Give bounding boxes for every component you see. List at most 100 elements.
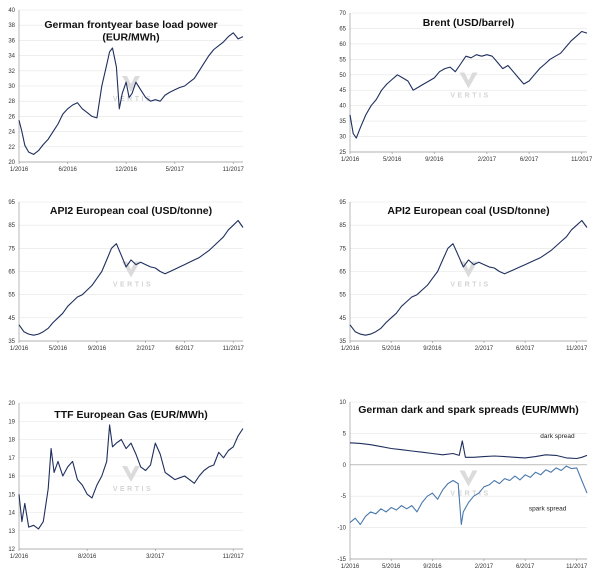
y-tick-label: 35 — [8, 339, 15, 345]
series-line-gas — [18, 424, 244, 530]
chart-title: (EUR/MWh) — [102, 32, 159, 44]
y-tick-label: 28 — [8, 99, 15, 105]
watermark-v-icon — [459, 72, 478, 89]
y-tick-label: -15 — [337, 557, 346, 563]
x-tick-label: 3/2017 — [146, 554, 165, 560]
watermark-text: VERTIS — [450, 282, 490, 289]
y-tick-label: 45 — [8, 316, 15, 322]
vertis-watermark: VERTIS — [113, 76, 151, 103]
watermark-text: VERTIS — [450, 93, 490, 100]
x-tick-label: 6/2017 — [516, 564, 535, 570]
y-tick-label: 30 — [339, 135, 346, 141]
y-tick-label: 55 — [339, 57, 346, 63]
x-tick-label: 11/2017 — [566, 564, 588, 570]
y-tick-label: 70 — [339, 11, 346, 17]
x-tick-label: 6/2016 — [59, 167, 78, 173]
y-tick-label: 20 — [8, 401, 15, 407]
y-tick-label: 95 — [339, 200, 346, 206]
series-line-brent — [349, 30, 588, 139]
y-tick-label: 35 — [339, 119, 346, 125]
y-tick-label: 19 — [8, 419, 15, 425]
x-tick-label: 2/2017 — [136, 346, 155, 352]
vertis-watermark: VERTIS — [450, 72, 490, 100]
y-tick-label: 38 — [8, 23, 15, 29]
y-tick-label: 13 — [8, 529, 15, 535]
y-tick-label: 26 — [8, 114, 15, 120]
x-tick-label: 5/2016 — [382, 346, 401, 352]
y-tick-label: 20 — [8, 160, 15, 166]
vertis-watermark: VERTIS — [450, 261, 490, 289]
x-tick-label: 5/2017 — [166, 167, 185, 173]
x-tick-label: 9/2016 — [88, 346, 107, 352]
panel-coal1: 35 45 55 65 75 85 95 1/2016 5/2016 9/2016 2/2017 6/… — [8, 200, 244, 352]
panel-gas: 12 13 14 15 16 17 18 19 20 1/2016 8/2016 3/2017 11/2… — [8, 401, 244, 560]
watermark-text: VERTIS — [450, 491, 490, 498]
x-tick-label: 1/2016 — [10, 346, 29, 352]
panel-power: 20 22 24 26 28 30 32 34 36 38 40 1/2016 6/2016 12/201… — [8, 8, 244, 173]
y-tick-label: 30 — [8, 84, 15, 90]
y-tick-label: 40 — [339, 104, 346, 110]
x-tick-label: 1/2016 — [10, 167, 29, 173]
y-tick-label: 17 — [8, 456, 15, 462]
chart-title: German frontyear base load power — [44, 19, 217, 31]
chart-title: TTF European Gas (EUR/MWh) — [54, 409, 207, 421]
y-tick-label: 22 — [8, 145, 15, 151]
y-tick-label: 32 — [8, 69, 15, 75]
series-line-coal1 — [18, 219, 244, 336]
x-tick-label: 6/2017 — [516, 346, 535, 352]
chart-title: API2 European coal (USD/tonne) — [50, 205, 212, 217]
y-tick-label: 50 — [339, 73, 346, 79]
y-tick-label: 85 — [339, 223, 346, 229]
y-tick-label: 5 — [343, 431, 347, 437]
series-line-dark-spread — [349, 440, 588, 460]
x-tick-label: 12/2016 — [115, 167, 137, 173]
watermark-v-icon — [459, 470, 478, 487]
x-tick-label: 6/2017 — [175, 346, 194, 352]
y-tick-label: 15 — [8, 492, 15, 498]
x-tick-label: 1/2016 — [341, 346, 360, 352]
panel-spreads: -15 -10 -5 0 5 10 1/2016 5/2016 9/2016 2/2017 6/20… — [337, 400, 588, 570]
y-tick-label: 40 — [8, 8, 15, 14]
x-tick-label: 5/2016 — [382, 564, 401, 570]
x-tick-label: 2/2017 — [475, 346, 494, 352]
y-tick-label: 75 — [8, 246, 15, 252]
series-line-coal2 — [349, 219, 588, 336]
y-tick-label: 10 — [339, 400, 346, 406]
x-tick-label: 8/2016 — [78, 554, 97, 560]
y-tick-label: 95 — [8, 200, 15, 206]
panel-coal2: 35 45 55 65 75 85 95 1/2016 5/2016 9/2016 2/2017 6/… — [339, 200, 588, 352]
series-line-spark-spread — [349, 465, 588, 526]
x-tick-label: 9/2016 — [423, 564, 442, 570]
chart-title: Brent (USD/barrel) — [423, 17, 515, 29]
series-annotation: spark spread — [529, 506, 567, 513]
chart-title: German dark and spark spreads (EUR/MWh) — [358, 404, 579, 416]
y-tick-label: 65 — [8, 270, 15, 276]
y-tick-label: 24 — [8, 130, 15, 136]
y-tick-label: -5 — [341, 494, 347, 500]
x-tick-label: 11/2017 — [223, 346, 245, 352]
y-tick-label: 14 — [8, 511, 15, 517]
y-tick-label: 45 — [339, 88, 346, 94]
y-tick-label: 18 — [8, 438, 15, 444]
x-tick-label: 11/2017 — [223, 554, 245, 560]
x-tick-label: 2/2017 — [475, 564, 494, 570]
x-tick-label: 9/2016 — [425, 157, 444, 163]
y-tick-label: 45 — [339, 316, 346, 322]
x-tick-label: 11/2017 — [223, 167, 245, 173]
watermark-v-icon — [122, 466, 140, 482]
y-tick-label: -10 — [337, 526, 346, 532]
y-tick-label: 34 — [8, 54, 15, 60]
x-tick-label: 11/2017 — [571, 157, 593, 163]
y-tick-label: 16 — [8, 474, 15, 480]
y-tick-label: 60 — [339, 42, 346, 48]
vertis-watermark: VERTIS — [113, 466, 151, 493]
series-annotation: dark spread — [540, 433, 575, 440]
watermark-text: VERTIS — [113, 282, 153, 289]
vertis-watermark: VERTIS — [450, 470, 490, 498]
x-tick-label: 5/2016 — [49, 346, 68, 352]
y-tick-label: 36 — [8, 38, 15, 44]
x-tick-label: 1/2016 — [341, 157, 360, 163]
y-tick-label: 55 — [8, 293, 15, 299]
x-tick-label: 1/2016 — [341, 564, 360, 570]
